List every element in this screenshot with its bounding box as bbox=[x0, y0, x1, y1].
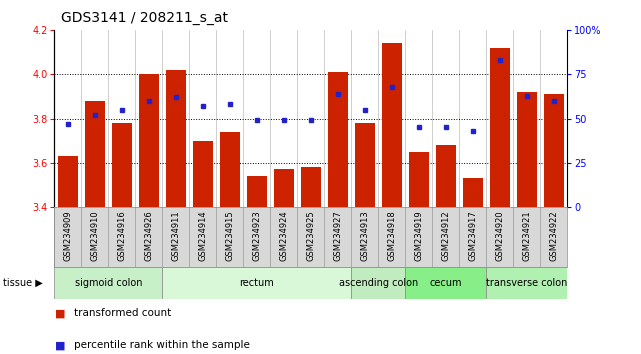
Bar bbox=[193, 141, 213, 207]
Text: GSM234916: GSM234916 bbox=[117, 210, 126, 261]
Text: GSM234910: GSM234910 bbox=[90, 210, 99, 261]
Text: cecum: cecum bbox=[429, 278, 462, 288]
Text: GSM234919: GSM234919 bbox=[414, 210, 423, 261]
Bar bbox=[351, 267, 405, 299]
Text: GSM234914: GSM234914 bbox=[199, 210, 208, 261]
Text: GSM234925: GSM234925 bbox=[306, 210, 315, 261]
Text: GSM234913: GSM234913 bbox=[360, 210, 369, 261]
Bar bbox=[139, 74, 159, 207]
Text: sigmoid colon: sigmoid colon bbox=[75, 278, 142, 288]
Text: GSM234920: GSM234920 bbox=[495, 210, 504, 261]
Bar bbox=[162, 267, 351, 299]
Bar bbox=[301, 167, 321, 207]
Bar bbox=[490, 48, 510, 207]
Text: GSM234912: GSM234912 bbox=[442, 210, 451, 261]
Text: rectum: rectum bbox=[240, 278, 274, 288]
Text: ■: ■ bbox=[54, 308, 65, 318]
Text: transverse colon: transverse colon bbox=[486, 278, 567, 288]
Bar bbox=[247, 176, 267, 207]
Bar bbox=[328, 72, 348, 207]
Text: GSM234924: GSM234924 bbox=[279, 210, 288, 261]
Bar bbox=[517, 92, 537, 207]
Text: GDS3141 / 208211_s_at: GDS3141 / 208211_s_at bbox=[61, 11, 228, 25]
Text: GSM234909: GSM234909 bbox=[63, 210, 72, 261]
Bar bbox=[274, 170, 294, 207]
Text: GSM234923: GSM234923 bbox=[253, 210, 262, 261]
Text: percentile rank within the sample: percentile rank within the sample bbox=[74, 340, 249, 350]
Bar bbox=[487, 267, 567, 299]
Text: GSM234922: GSM234922 bbox=[549, 210, 558, 261]
Text: ascending colon: ascending colon bbox=[338, 278, 418, 288]
Text: GSM234911: GSM234911 bbox=[171, 210, 180, 261]
Text: GSM234927: GSM234927 bbox=[333, 210, 342, 261]
Text: transformed count: transformed count bbox=[74, 308, 171, 318]
Text: GSM234926: GSM234926 bbox=[144, 210, 153, 261]
Text: tissue ▶: tissue ▶ bbox=[3, 278, 43, 288]
Text: GSM234918: GSM234918 bbox=[387, 210, 396, 261]
Bar bbox=[354, 123, 375, 207]
Bar bbox=[409, 152, 429, 207]
Bar bbox=[85, 101, 105, 207]
Bar bbox=[166, 70, 186, 207]
Bar bbox=[436, 145, 456, 207]
Bar bbox=[544, 94, 564, 207]
Bar bbox=[112, 123, 132, 207]
Bar bbox=[58, 156, 78, 207]
Bar bbox=[463, 178, 483, 207]
Text: GSM234917: GSM234917 bbox=[469, 210, 478, 261]
Text: GSM234915: GSM234915 bbox=[226, 210, 235, 261]
Bar bbox=[382, 44, 402, 207]
Bar bbox=[54, 267, 162, 299]
Text: GSM234921: GSM234921 bbox=[522, 210, 531, 261]
Text: ■: ■ bbox=[54, 340, 65, 350]
Bar bbox=[405, 267, 487, 299]
Bar bbox=[220, 132, 240, 207]
